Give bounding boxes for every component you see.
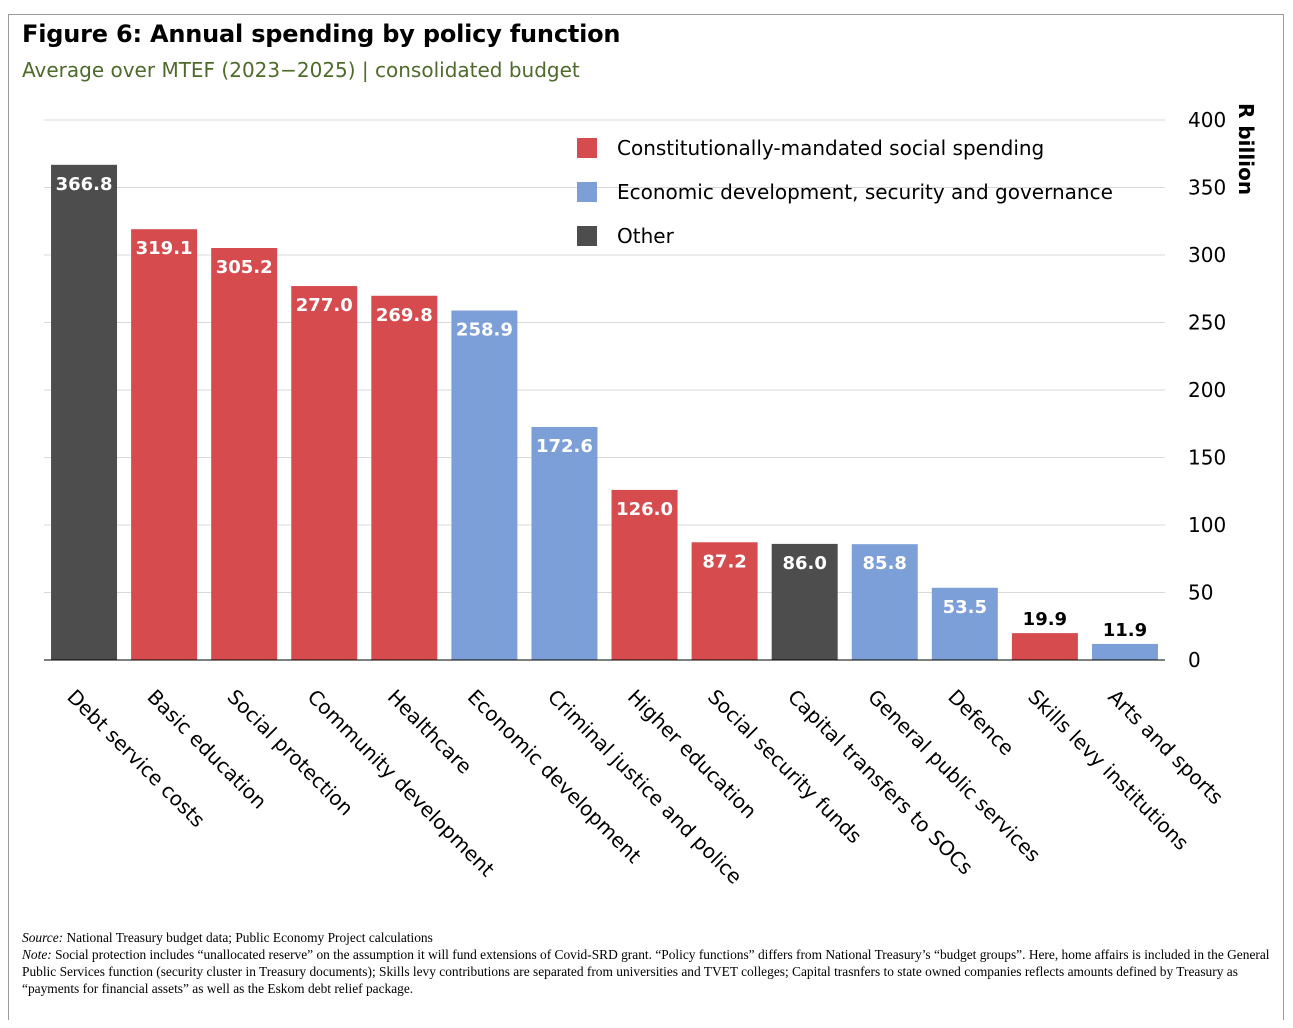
bar <box>611 489 678 660</box>
y-tick-label: 50 <box>1188 581 1213 605</box>
bar-chart: 366.8 319.1 305.2 277.0 269.8 258.9 172.6 126.0… <box>44 103 1258 889</box>
legend-swatch <box>577 138 597 158</box>
legend-swatch <box>577 226 597 246</box>
source-text: National Treasury budget data; Public Ec… <box>63 930 433 945</box>
bar <box>691 542 758 660</box>
bar-value-label: 305.2 <box>216 257 273 278</box>
chart-title: Figure 6: Annual spending by policy func… <box>22 20 621 48</box>
chart-subtitle: Average over MTEF (2023−2025) | consolid… <box>22 58 580 82</box>
figure-frame <box>8 14 1284 1020</box>
bar-value-label: 86.0 <box>782 553 826 574</box>
bar-value-label: 277.0 <box>296 295 353 316</box>
bar-value-label: 87.2 <box>702 551 746 572</box>
y-tick-label: 300 <box>1188 243 1226 267</box>
bar <box>531 426 598 660</box>
bar <box>371 295 438 660</box>
x-tick-label: Skills levy institutions <box>1023 685 1193 855</box>
bar <box>51 164 118 660</box>
bar <box>1011 633 1078 660</box>
bar <box>131 229 198 660</box>
bar-value-label: 172.6 <box>536 436 593 457</box>
x-tick-label: Social security funds <box>703 685 867 849</box>
bar-value-label: 11.9 <box>1103 620 1147 641</box>
y-tick-label: 200 <box>1188 378 1226 402</box>
bar <box>451 310 518 660</box>
note-line: Note: Social protection includes “unallo… <box>22 946 1272 997</box>
y-tick-label: 0 <box>1188 648 1201 672</box>
source-label: Source: <box>22 930 64 945</box>
bar <box>211 247 278 661</box>
y-tick-label: 100 <box>1188 513 1226 537</box>
bar <box>851 544 918 660</box>
bar-value-label: 53.5 <box>943 597 987 618</box>
bar-value-label: 126.0 <box>616 499 673 520</box>
y-tick-label: 400 <box>1188 108 1226 132</box>
bar <box>1091 643 1158 660</box>
legend-label: Other <box>617 224 675 248</box>
bar-value-label: 366.8 <box>56 174 113 195</box>
bar-value-label: 85.8 <box>863 553 907 574</box>
legend: Constitutionally-mandated social spendin… <box>577 136 1113 248</box>
legend-label: Economic development, security and gover… <box>617 180 1113 204</box>
bar-value-label: 319.1 <box>136 238 193 259</box>
bars: 366.8 319.1 305.2 277.0 269.8 258.9 172.6 126.0… <box>51 164 1158 661</box>
x-tick-label: Debt service costs <box>63 685 210 832</box>
bar-value-label: 258.9 <box>456 319 513 340</box>
bar <box>771 543 838 660</box>
bar-value-label: 269.8 <box>376 305 433 326</box>
bar <box>931 587 998 660</box>
legend-label: Constitutionally-mandated social spendin… <box>617 136 1044 160</box>
y-tick-label: 250 <box>1188 311 1226 335</box>
source-line: Source: National Treasury budget data; P… <box>22 929 1272 946</box>
y-tick-label: 150 <box>1188 446 1226 470</box>
bar-value-label: 19.9 <box>1023 609 1067 630</box>
y-axis-ticks: 0 50 100 150 200 250 300 350 400 <box>1188 108 1226 672</box>
legend-swatch <box>577 182 597 202</box>
note-text: Social protection includes “unallocated … <box>22 947 1270 996</box>
y-axis-label: R billion <box>1234 103 1258 195</box>
y-tick-label: 350 <box>1188 176 1226 200</box>
bar <box>291 286 358 660</box>
note-label: Note: <box>22 947 52 962</box>
x-tick-label: Defence <box>943 685 1019 761</box>
figure-footer: Source: National Treasury budget data; P… <box>22 929 1272 997</box>
